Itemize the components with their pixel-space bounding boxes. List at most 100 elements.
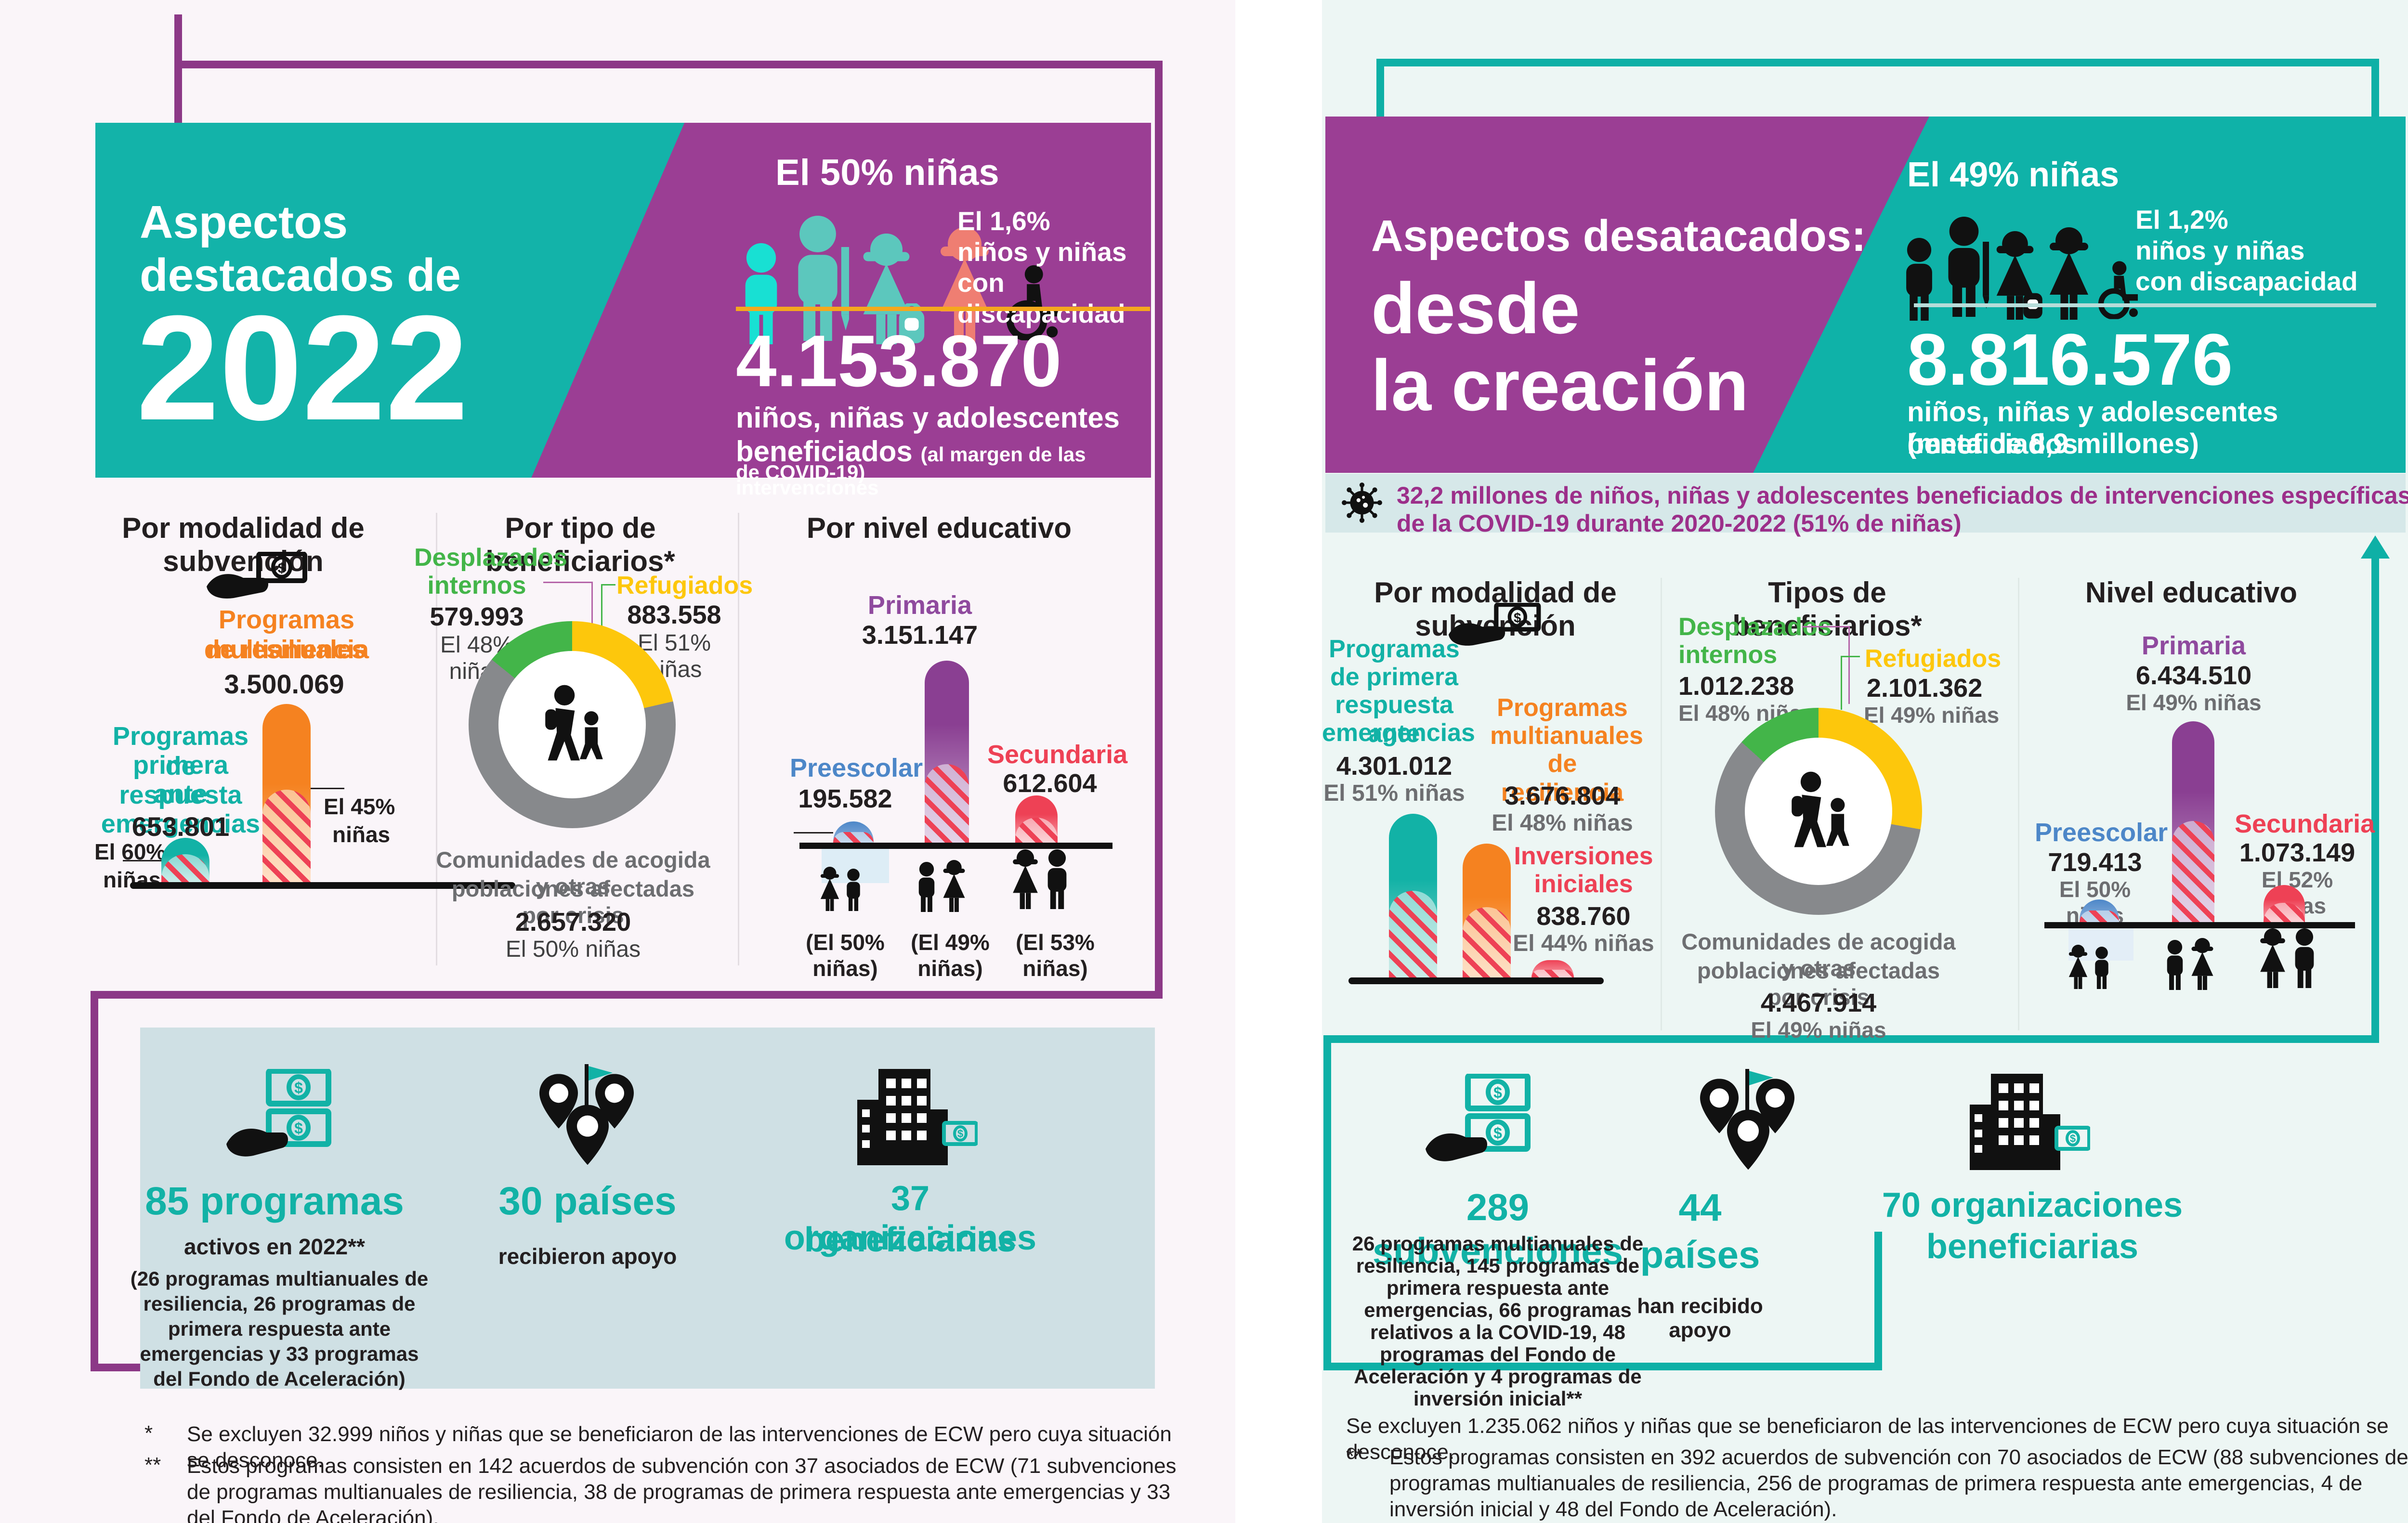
left-secundaria-value: 612.604	[1003, 769, 1097, 798]
right-stat-countries-word: países	[1640, 1233, 1760, 1276]
boy-icon	[1898, 238, 1940, 321]
organizations-building-icon: $	[857, 1069, 978, 1165]
right-comunidades-value: 4.467.914	[1760, 989, 1877, 1017]
left-total-caption2-small: (al margen de las intervenciones	[736, 443, 1086, 499]
left-header-divider	[736, 307, 1150, 311]
right-title-line1: Aspectos desatacados:	[1371, 211, 1866, 260]
right-section-divider-1	[1661, 578, 1662, 1030]
left-resiliencia-pct1: El 45%	[324, 794, 395, 819]
right-disability-line2: niños y niñas	[2135, 235, 2305, 265]
kid-boy-icon	[1042, 849, 1072, 909]
left-resiliencia-label2: de resiliencia	[204, 635, 369, 664]
left-footnote1: Se excluyen 32.999 niños y niñas que se …	[187, 1422, 1172, 1472]
left-emergencias-hatch	[161, 854, 209, 882]
right-header-divider	[1914, 303, 2376, 307]
adult-with-pencil-icon	[786, 216, 849, 341]
kid-girl-icon	[819, 867, 841, 911]
kid-boy-icon	[914, 862, 939, 912]
right-stat-orgs-line1: 70 organizaciones	[1882, 1186, 2183, 1224]
kid-girl-icon	[2189, 938, 2215, 990]
left-girls-pct: El 50% niñas	[775, 152, 999, 193]
adult-child-walking-icon	[531, 684, 613, 766]
left-resiliencia-label1: Programas multianuales	[207, 605, 366, 664]
left-desplazados-leader	[543, 582, 591, 583]
right-resiliencia-pct: El 48% niñas	[1492, 810, 1633, 836]
money-hand-icon: $	[1448, 603, 1541, 646]
left-desplazados-label1: Desplazados	[414, 544, 567, 572]
left-resiliencia-bar	[262, 704, 311, 882]
left-comunidades-label1: Comunidades de acogida y otras	[436, 847, 710, 899]
right-refugiados-label: Refugiados	[1865, 645, 2002, 673]
right-desplazados-leader2	[1848, 626, 1850, 704]
right-preescolar-label: Preescolar	[2035, 818, 2168, 847]
right-primaria-hatch	[2172, 821, 2214, 922]
kid-girl-icon	[1010, 849, 1040, 909]
left-comunidades-pct: El 50% niñas	[505, 937, 641, 962]
left-disability-line2: niños y niñas	[957, 237, 1127, 267]
left-stat-countries-sub: recibieron apoyo	[498, 1244, 677, 1269]
left-secundaria-label: Secundaria	[987, 740, 1128, 769]
right-emergencias-value: 4.301.012	[1336, 752, 1453, 781]
left-total-caption2: beneficiados (al margen de las intervenc…	[736, 435, 1151, 501]
left-frame-right	[1155, 61, 1163, 999]
right-inversiones-value: 838.760	[1536, 902, 1631, 931]
right-title-line2: desde	[1371, 268, 1580, 349]
left-stat-orgs-line2: beneficiarias	[804, 1221, 1017, 1259]
left-kids-group-preescolar	[819, 867, 864, 913]
right-emergencias-hatch	[1389, 891, 1437, 977]
right-inversiones-pct: El 44% niñas	[1513, 931, 1654, 956]
right-kids-group-primaria	[2162, 938, 2215, 992]
left-stat-orgs-line1: 37 organizaciones	[784, 1179, 1037, 1257]
kid-girl-icon	[941, 860, 967, 912]
left-emergencias-leader	[123, 860, 190, 861]
right-stat-grants: 289 subvenciones	[1372, 1186, 1623, 1272]
right-frame-rightline	[2371, 558, 2379, 1043]
virus-icon	[1342, 482, 1382, 523]
right-refugiados-leader	[1841, 656, 1860, 657]
panel-gutter	[1235, 0, 1322, 1523]
adult-child-walking-icon	[1778, 770, 1859, 852]
right-secundaria-hatch	[2264, 903, 2305, 922]
right-emergencias-bar	[1389, 814, 1437, 977]
organizations-building-icon: $	[1970, 1074, 2090, 1170]
right-primaria-value: 6.434.510	[2135, 661, 2252, 690]
right-modalidad-baseline	[1348, 977, 1604, 984]
countries-pins-icon	[539, 1064, 636, 1170]
right-kids-group-secundaria	[2258, 928, 2319, 990]
left-refugiados-label: Refugiados	[616, 572, 753, 599]
left-title-year: 2022	[136, 284, 469, 451]
right-stat-orgs-line2: beneficiarias	[1926, 1227, 2139, 1266]
right-refugiados-pct: El 49% niñas	[1864, 703, 2000, 728]
left-preescolar-label: Preescolar	[790, 754, 923, 782]
left-stat-countries: 30 países	[498, 1179, 677, 1223]
left-comunidades-label2: poblaciones afectadas por crisis	[451, 876, 695, 928]
right-inversiones-label2: iniciales	[1534, 870, 1633, 898]
right-footnote2-marker: **	[1346, 1445, 1363, 1468]
left-frame-top	[174, 61, 1163, 68]
right-emergencias-label1: Programas	[1329, 635, 1460, 663]
left-stat-programs: 85 programas	[145, 1179, 404, 1223]
right-emergencias-label4: emergencias	[1322, 719, 1475, 747]
right-emergencias-label3: respuesta ante	[1335, 691, 1453, 748]
left-refugiados-value: 883.558	[627, 600, 721, 629]
right-resiliencia-label2: multianuales	[1490, 722, 1643, 750]
left-frame-left	[91, 991, 98, 1371]
left-secundaria-hatch	[1015, 818, 1058, 843]
dollar-glyph: $	[957, 1128, 963, 1140]
right-secundaria-value: 1.073.149	[2239, 838, 2356, 867]
right-frame-mid	[1323, 1035, 2379, 1043]
right-preescolar-value: 719.413	[2048, 848, 2142, 877]
kid-boy-icon	[2162, 940, 2187, 990]
left-tipos-heading: Por tipo de beneficiarios*	[485, 512, 675, 577]
left-kids-group-secundaria	[1010, 849, 1072, 911]
kid-boy-icon	[2091, 947, 2112, 989]
right-frame-bottom	[1323, 1363, 1882, 1370]
right-resiliencia-label1: Programas	[1497, 694, 1628, 722]
right-refugiados-value: 2.101.362	[1867, 674, 1983, 703]
right-comunidades-pct: El 49% niñas	[1751, 1017, 1886, 1042]
right-resiliencia-bar	[1463, 844, 1511, 977]
left-footnote2: Estos programas consisten en 142 acuerdo…	[187, 1454, 1177, 1523]
countries-pins-icon	[1700, 1069, 1796, 1175]
left-preescolar-value: 195.582	[798, 784, 892, 813]
